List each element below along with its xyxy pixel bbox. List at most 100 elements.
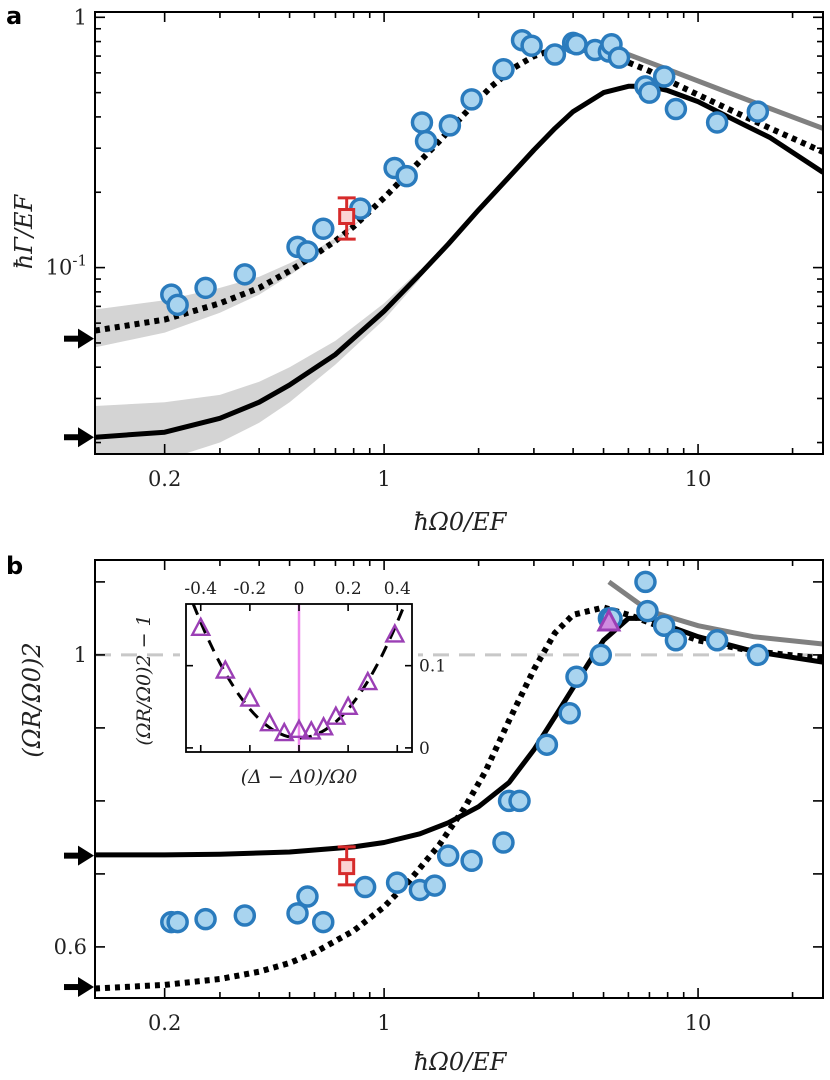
inset-triangle-point [384,622,406,643]
data-point [233,263,257,286]
triangle-point [596,607,622,632]
inset-plot-area [190,604,407,752]
inset-x-tick-label: -0.2 [233,579,266,599]
data-point [233,904,257,927]
data-point [395,164,418,188]
data-point [311,910,335,934]
data-point [460,849,483,873]
panel-a-ylabel: ħΓ/EF [10,193,38,269]
arrow-head [78,845,94,866]
inset-triangle-point [337,695,359,715]
rf-square-point [338,208,356,226]
inset-x-tick-label: 0.4 [384,579,411,599]
inset-triangle-point [239,686,261,707]
data-point [565,33,588,56]
data-point [460,88,483,111]
data-point [746,643,770,667]
inset-y-tick-label: 0 [419,739,430,759]
rf-square-point [338,858,356,876]
panel-b-frame [94,559,824,999]
inset-x-tick-label: 0.2 [335,579,362,599]
panel-a-curves [95,44,823,440]
inset-xlabel: (Δ − Δ0)/Ω0 [241,766,358,788]
data-point [194,907,217,931]
data-point [652,65,676,88]
data-point [436,844,460,867]
panel-a-points [160,28,770,317]
x-tick-label: 0.2 [148,1011,181,1035]
data-point [746,100,770,123]
data-point [535,733,559,756]
x-tick-label: 1 [377,467,390,491]
inset: -0.4 -0.2 0 0.2 0.4 0 0.1 (Δ − Δ0)/Ω0 (ΩR/Ω0)2… [133,579,446,788]
data-point [438,114,462,137]
data-point [607,46,631,69]
inset-triangle-point [259,711,281,732]
data-point [705,629,729,652]
data-point [385,871,409,894]
panel-b-label: b [6,552,23,580]
data-point [652,614,676,637]
panel-b-arrows [64,845,94,998]
data-point [558,702,581,725]
inset-fit-curve [191,604,407,740]
x-tick-label: 10 [685,1011,712,1035]
y-tick-label: 1 [74,5,87,29]
y-tick-label: 1 [74,643,87,667]
data-point [166,293,189,317]
data-point [636,599,659,623]
data-point [296,240,319,263]
data-point [414,129,438,153]
panel-b: b 0.2 1 100.61 ħΩ0/EF (ΩR/Ω0)2 -0.4 -0.2 0 0.… [6,552,824,1076]
y-tick-label: 10-1 [46,252,87,280]
data-point [353,875,377,899]
panel-b-ylabel: (ΩR/Ω0)2 [18,642,46,757]
data-point [664,97,688,121]
inset-triangle-point [214,659,236,679]
inset-triangle-point [325,705,347,725]
panel-b-xlabel: ħΩ0/EF [414,1048,508,1076]
data-point [492,58,515,81]
panel-a-bands [95,197,420,454]
inset-points [190,616,406,742]
data-point [286,902,309,925]
panel-a-arrows [64,328,94,448]
data-point [565,665,588,689]
data-point [296,885,319,908]
panel-a-frame [94,11,824,455]
arrow-head [78,977,94,998]
data-point [664,629,688,652]
inset-y-tick-label: 0.1 [419,657,446,677]
data-point [492,831,515,854]
inset-ylabel: (ΩR/Ω0)2 − 1 [133,614,155,745]
inset-triangle-point [288,718,310,738]
arrow-head [78,328,94,349]
data-point [638,81,661,104]
y-tick-label: 0.6 [54,935,87,959]
panel-a-xlabel: ħΩ0/EF [414,508,508,536]
panel-a-label: a [6,2,22,30]
data-point [634,570,657,594]
data-point [543,43,567,66]
panel-b-ticks: 0.2 1 10 0.6 1 [54,560,823,1035]
inset-triangle-point [190,616,212,637]
x-tick-label: 0.2 [148,467,181,491]
panel-b-plot-area [95,570,823,992]
gray-theory-curve [607,579,823,647]
gray-theory-curve [615,47,823,131]
arrow-head [78,427,94,448]
data-point [166,910,189,934]
data-point [705,111,729,134]
panel-a: a 0.2 1 10 10-1 1 ħΩ0/EF ħΓ/EF [6,2,824,536]
data-point [508,789,531,813]
data-point [410,111,434,134]
inset-ticks: -0.4 -0.2 0 0.2 0.4 0 0.1 [184,579,446,759]
solid-theory-curve [95,83,823,440]
data-point [520,34,543,57]
inset-x-tick-label: -0.4 [184,579,217,599]
panel-b-points [160,570,770,934]
data-point [423,874,447,897]
dotted-theory-curve [95,604,823,992]
uncertainty-band-0 [95,197,385,348]
